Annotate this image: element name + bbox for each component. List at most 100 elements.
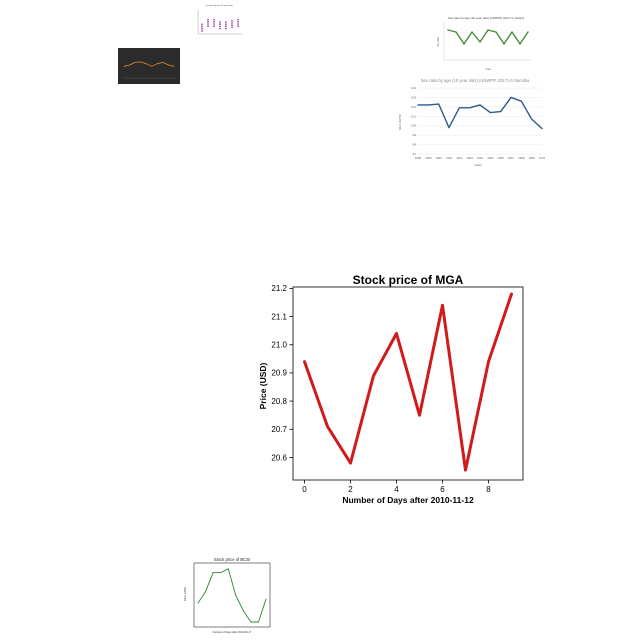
data-point — [219, 21, 221, 23]
data-point — [219, 25, 221, 28]
chart-mga-title: Stock price of MGA — [353, 273, 464, 287]
y-tick-label: 97 — [413, 152, 417, 156]
chart-namibia-marks — [417, 96, 543, 130]
data-point — [487, 29, 489, 31]
data-point — [242, 610, 244, 612]
data-point — [225, 21, 227, 23]
chart-bcsi-title: Stock price of BCSI — [214, 557, 250, 562]
x-tick-label: 0 — [302, 485, 307, 494]
data-point — [479, 41, 481, 43]
data-point — [463, 43, 465, 45]
y-tick-label: 104 — [411, 86, 416, 90]
x-tick-label: 1958 — [415, 156, 422, 160]
chart-mga-plot-area — [292, 286, 524, 481]
data-point — [212, 572, 214, 574]
x-tick-label: 1963 — [467, 156, 474, 160]
chart-green-title: Sex ratio by age (10 year olds) (UNWPP, … — [448, 16, 524, 20]
chart-green-ylabel: Sex ratio — [437, 37, 440, 47]
x-tick-label: 1966 — [498, 156, 505, 160]
y-tick-label: 102 — [411, 105, 416, 109]
chart-mga-xlabel: Number of Days after 2010-11-12 — [342, 495, 474, 505]
data-point — [527, 31, 529, 33]
chart-purple: Sex ratio by age (10 year olds) — [197, 4, 242, 35]
chart-green-xlabel: Years — [485, 68, 492, 71]
x-tick-label: 6 — [440, 485, 445, 494]
chart-mga-ticks: 21.2 21.1 21.0 20.9 20.8 20.7 20.6 0 2 4 6 8 — [271, 284, 491, 494]
data-point — [257, 621, 259, 623]
data-point — [250, 621, 252, 623]
data-point — [213, 20, 215, 23]
data-point — [237, 18, 239, 21]
data-point — [231, 26, 233, 29]
data-point — [197, 602, 199, 604]
series-line — [123, 61, 175, 67]
data-point — [220, 572, 222, 574]
data-point — [207, 23, 209, 25]
chart-namibia: Sex ratio by age (10 year olds) (UNWPP, … — [398, 78, 546, 167]
data-point — [219, 23, 221, 26]
chart-bcsi: Stock price of BCSI Price (USD) Number o… — [183, 557, 271, 634]
data-point — [519, 43, 521, 45]
series-line — [303, 292, 513, 472]
data-point — [237, 25, 239, 28]
chart-bcsi-ylabel: Price (USD) — [183, 587, 187, 601]
data-point — [207, 20, 209, 23]
y-tick-label: 103 — [411, 95, 416, 99]
data-point — [213, 23, 215, 25]
x-tick-label: 1969 — [529, 156, 536, 160]
x-tick-label: 1965 — [487, 156, 494, 160]
x-tick-label: 4 — [394, 485, 399, 494]
x-tick-label: 2 — [348, 485, 353, 494]
data-point — [207, 25, 209, 28]
chart-green-marks — [447, 29, 529, 45]
x-tick-label: 1967 — [508, 156, 515, 160]
chart-bcsi-marks — [197, 568, 267, 623]
data-point — [227, 568, 229, 570]
x-tick-label: 1962 — [456, 156, 463, 160]
data-point — [201, 25, 203, 28]
data-point — [205, 591, 207, 593]
y-tick-label: 21.2 — [271, 284, 287, 293]
y-tick-label: 20.9 — [271, 369, 287, 378]
x-tick-label: 1961 — [446, 156, 453, 160]
data-point — [231, 24, 233, 27]
chart-namibia-xlabel: Years — [474, 163, 482, 167]
y-tick-label: 101 — [411, 114, 416, 118]
data-point — [471, 31, 473, 33]
data-point — [495, 31, 497, 33]
chart-namibia-title: Sex ratio by age (10 year olds) (UNWPP, … — [421, 78, 530, 83]
data-point — [237, 23, 239, 25]
series-line — [417, 96, 543, 130]
y-tick-label: 21.0 — [271, 341, 287, 350]
x-tick-label: 1960 — [436, 156, 443, 160]
data-point — [231, 22, 233, 24]
data-point — [201, 30, 203, 32]
data-point — [219, 27, 221, 30]
chart-mga: Stock price of MGA Price (USD) 21.221.12… — [258, 273, 524, 505]
chart-purple-marks — [201, 18, 239, 32]
data-point — [503, 43, 505, 45]
x-tick-label: 1970 — [539, 156, 546, 160]
x-tick-label: 8 — [486, 485, 491, 494]
chart-mga-ylabel: Price (USD) — [258, 362, 268, 409]
data-point — [225, 25, 227, 28]
y-tick-label: 98 — [413, 143, 417, 147]
y-tick-label: 20.6 — [271, 453, 287, 462]
data-point — [447, 29, 449, 31]
data-point — [213, 18, 215, 21]
data-point — [207, 18, 209, 21]
data-point — [265, 598, 267, 600]
chart-purple-title: Sex ratio by age (10 year olds) — [205, 4, 233, 7]
x-tick-label: 1959 — [425, 156, 432, 160]
y-tick-label: 20.7 — [271, 425, 287, 434]
data-point — [225, 27, 227, 30]
chart-green: Sex ratio by age (10 year olds) (UNWPP, … — [437, 16, 532, 71]
chart-dark-marks — [123, 61, 175, 67]
data-point — [201, 27, 203, 30]
data-point — [235, 594, 237, 596]
data-point — [213, 25, 215, 28]
data-point — [511, 31, 513, 33]
y-tick-label: 100 — [411, 124, 416, 128]
data-point — [225, 23, 227, 26]
x-tick-label: 1968 — [518, 156, 525, 160]
